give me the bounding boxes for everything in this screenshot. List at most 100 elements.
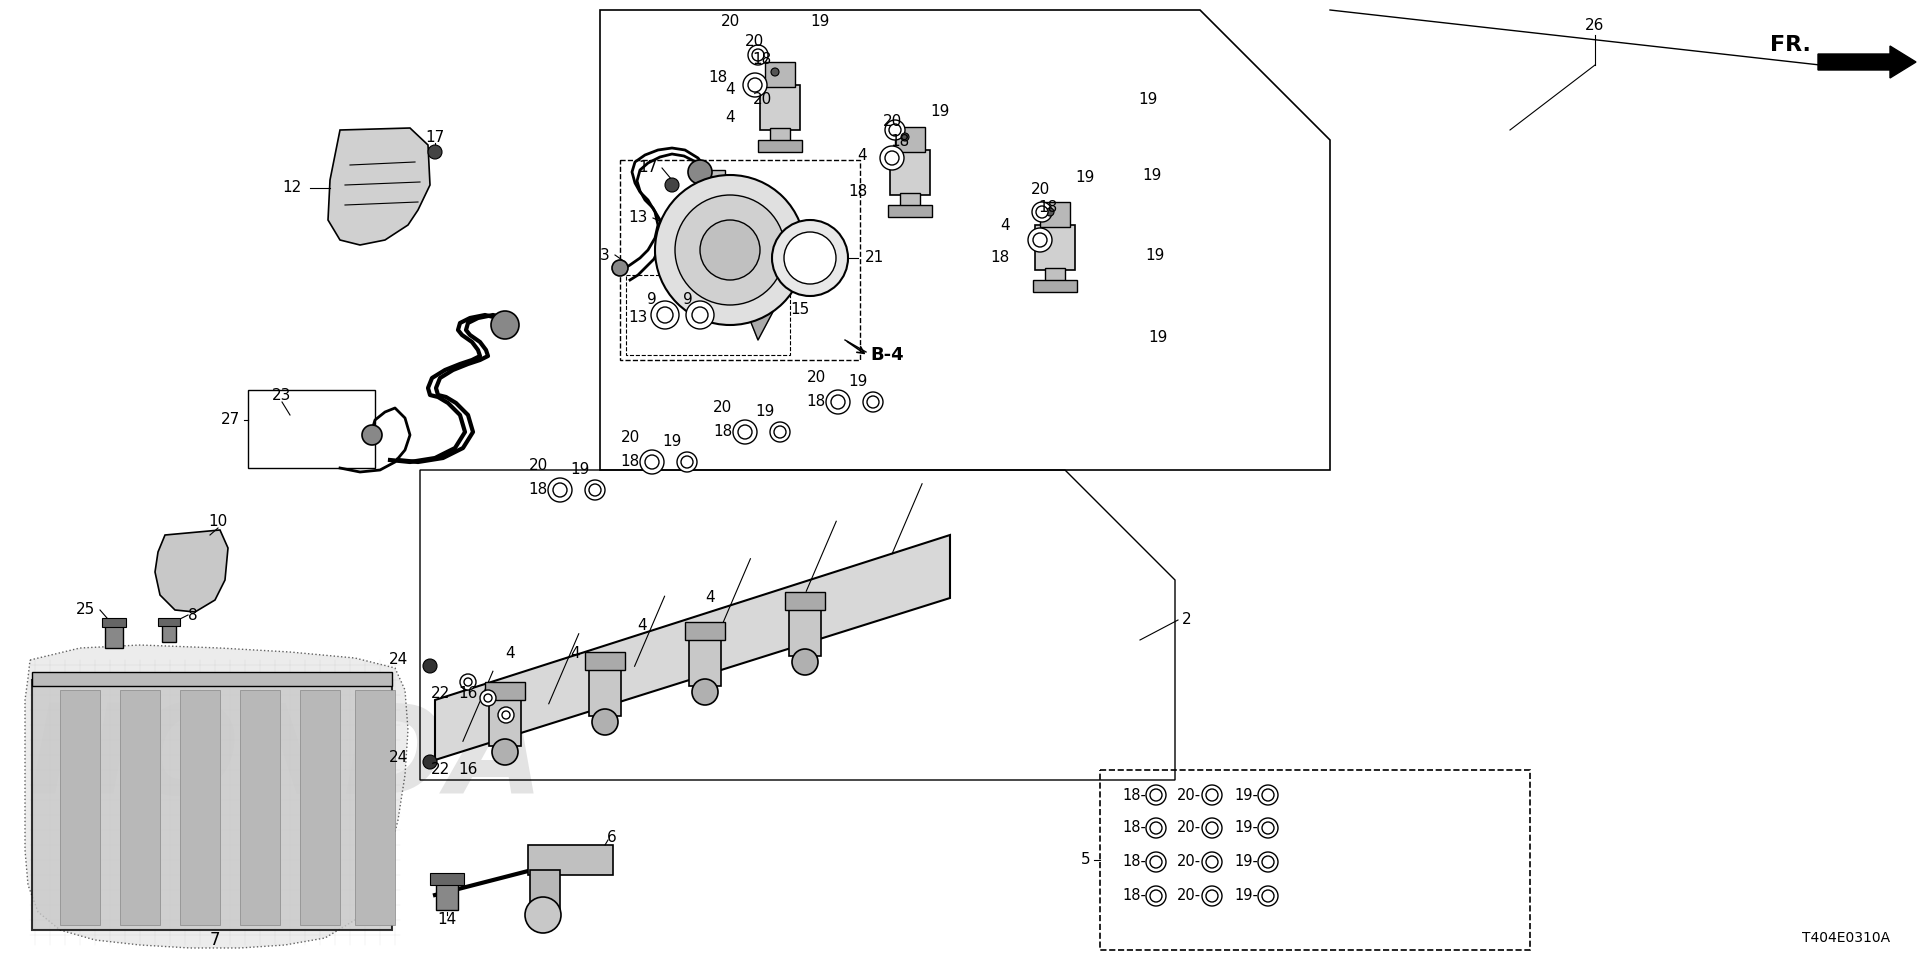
Circle shape (1202, 852, 1221, 872)
Text: 20: 20 (806, 370, 826, 385)
Text: 2: 2 (1183, 612, 1192, 628)
Bar (695, 170, 726, 192)
Text: 4: 4 (705, 590, 714, 606)
Bar (900, 193, 920, 211)
Circle shape (885, 151, 899, 165)
Text: 4: 4 (570, 646, 580, 661)
Bar (180, 690, 221, 925)
Circle shape (733, 420, 756, 444)
Bar (490, 698, 520, 746)
Circle shape (1037, 206, 1048, 218)
Circle shape (1146, 818, 1165, 838)
Circle shape (657, 307, 674, 323)
Bar (102, 618, 127, 627)
Bar (60, 690, 100, 925)
Text: 25: 25 (75, 603, 94, 617)
Circle shape (492, 739, 518, 765)
Circle shape (772, 68, 780, 76)
Text: FR.: FR. (1770, 35, 1811, 55)
Text: 14: 14 (438, 913, 457, 927)
Text: 6: 6 (607, 829, 616, 845)
Text: 4: 4 (505, 646, 515, 661)
Bar (1041, 202, 1069, 227)
Circle shape (826, 390, 851, 414)
Text: 18: 18 (891, 134, 910, 150)
Circle shape (1150, 822, 1162, 834)
Circle shape (1033, 202, 1052, 222)
Bar (33, 680, 392, 930)
Circle shape (1261, 789, 1275, 801)
Circle shape (774, 426, 785, 438)
Text: 24: 24 (388, 751, 407, 765)
Circle shape (885, 120, 904, 140)
Polygon shape (25, 645, 407, 948)
Text: 3: 3 (601, 248, 611, 262)
Text: 20-: 20- (1177, 821, 1202, 835)
Text: 4: 4 (856, 148, 866, 162)
Circle shape (682, 456, 693, 468)
Bar (620, 160, 860, 360)
Text: 10: 10 (209, 515, 228, 530)
Bar (530, 870, 561, 915)
Circle shape (737, 425, 753, 439)
Bar (1035, 225, 1075, 270)
Text: B-4: B-4 (870, 346, 904, 364)
Text: 20: 20 (883, 114, 902, 130)
Text: 18: 18 (708, 70, 728, 85)
Text: 18-: 18- (1121, 854, 1146, 870)
Circle shape (1033, 233, 1046, 247)
Text: 20-: 20- (1177, 889, 1202, 903)
Text: 18: 18 (1039, 201, 1058, 215)
Text: 20: 20 (753, 92, 772, 108)
Text: 19: 19 (755, 404, 774, 420)
Bar (486, 682, 524, 700)
Bar (887, 205, 931, 217)
Text: 19: 19 (1148, 330, 1167, 346)
Circle shape (1261, 890, 1275, 902)
Text: 15: 15 (789, 302, 808, 318)
Bar (436, 875, 459, 910)
Text: 18: 18 (849, 184, 868, 200)
Text: 16: 16 (459, 762, 478, 778)
Text: 22: 22 (430, 686, 449, 702)
Circle shape (1150, 856, 1162, 868)
Bar (1044, 268, 1066, 286)
Circle shape (772, 220, 849, 296)
Text: 12: 12 (282, 180, 301, 196)
Text: 18-: 18- (1121, 821, 1146, 835)
Circle shape (492, 311, 518, 339)
Circle shape (1206, 822, 1217, 834)
Circle shape (591, 709, 618, 735)
Text: 18-: 18- (1121, 787, 1146, 803)
Text: 4: 4 (726, 110, 735, 126)
Bar (891, 150, 929, 195)
Text: 18: 18 (714, 424, 733, 440)
Bar (157, 618, 180, 626)
Circle shape (465, 678, 472, 686)
Circle shape (678, 452, 697, 472)
Text: 20: 20 (528, 458, 547, 472)
Circle shape (547, 478, 572, 502)
Circle shape (1027, 228, 1052, 252)
Bar (789, 608, 822, 656)
Bar (770, 128, 789, 146)
FancyArrow shape (1818, 46, 1916, 78)
Text: 19: 19 (931, 105, 950, 119)
Circle shape (701, 220, 760, 280)
Circle shape (1146, 852, 1165, 872)
Text: 4: 4 (637, 617, 647, 633)
Circle shape (639, 450, 664, 474)
Bar (106, 620, 123, 648)
Text: 16: 16 (459, 686, 478, 702)
Text: 19-: 19- (1235, 821, 1258, 835)
Circle shape (524, 897, 561, 933)
Circle shape (651, 301, 680, 329)
Bar (586, 652, 626, 670)
Circle shape (889, 124, 900, 136)
Circle shape (831, 395, 845, 409)
Bar (785, 592, 826, 610)
Circle shape (1261, 822, 1275, 834)
Text: 4: 4 (1000, 218, 1010, 232)
Polygon shape (436, 535, 950, 760)
Circle shape (501, 711, 511, 719)
